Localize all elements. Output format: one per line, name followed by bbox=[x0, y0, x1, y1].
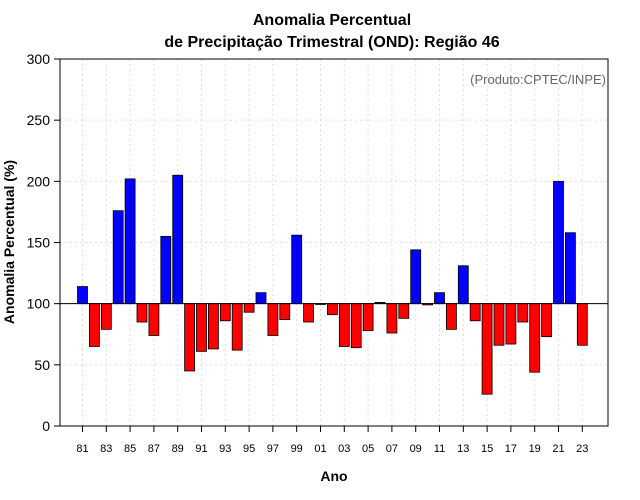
bar-20 bbox=[541, 303, 552, 338]
x-tick-label: 19 bbox=[529, 443, 541, 455]
bars-group bbox=[77, 174, 588, 395]
y-tick-label: 250 bbox=[27, 112, 51, 128]
bar-17 bbox=[505, 303, 517, 345]
y-tick-label: 200 bbox=[27, 173, 51, 189]
grid-lines bbox=[60, 58, 608, 427]
bar-09 bbox=[410, 249, 422, 305]
chart-title-line2: de Precipitação Trimestral (OND): Região… bbox=[164, 34, 499, 51]
bar-21 bbox=[553, 180, 564, 305]
x-tick-label: 83 bbox=[100, 443, 112, 455]
bar-82 bbox=[89, 303, 100, 347]
bar-11 bbox=[434, 292, 445, 305]
bar-05 bbox=[362, 303, 374, 331]
chart-title-line1: Anomalia Percentual bbox=[253, 12, 411, 29]
bar-95 bbox=[243, 303, 255, 313]
source-annotation: (Produto:CPTEC/INPE) bbox=[470, 72, 606, 87]
x-tick-label: 87 bbox=[148, 443, 160, 455]
bar-12 bbox=[445, 303, 457, 330]
x-tick-label: 11 bbox=[434, 443, 445, 455]
bar-98 bbox=[279, 303, 291, 320]
x-tick-label: 89 bbox=[172, 443, 184, 455]
bar-87 bbox=[148, 303, 160, 336]
x-tick-label: 91 bbox=[195, 443, 207, 455]
bar-14 bbox=[469, 303, 481, 322]
x-tick-label: 85 bbox=[124, 443, 136, 455]
bar-92 bbox=[207, 303, 219, 350]
x-tick-label: 03 bbox=[338, 443, 350, 455]
y-tick-label: 0 bbox=[42, 418, 50, 434]
bar-81 bbox=[77, 286, 88, 305]
x-tick-label: 23 bbox=[576, 443, 588, 455]
bar-97 bbox=[267, 303, 279, 336]
bar-99 bbox=[291, 234, 303, 305]
bar-19 bbox=[529, 303, 541, 373]
bar-13 bbox=[457, 265, 469, 305]
x-tick-label: 95 bbox=[243, 443, 255, 455]
x-tick-label: 13 bbox=[457, 443, 469, 455]
y-tick-label: 150 bbox=[27, 235, 51, 251]
bar-89 bbox=[172, 174, 184, 305]
bar-96 bbox=[255, 292, 267, 305]
bar-23 bbox=[576, 303, 588, 346]
x-tick-label: 05 bbox=[362, 443, 374, 455]
bar-88 bbox=[160, 235, 172, 305]
y-tick-label: 50 bbox=[34, 357, 50, 373]
bar-00 bbox=[303, 303, 315, 323]
x-axis-ticks: 81 83 85 87 89 91 93 95 97 99 01 03 05 07 09 11 13 15 17 19… bbox=[76, 426, 588, 455]
x-tick-label: 01 bbox=[314, 443, 326, 455]
bar-08 bbox=[398, 303, 410, 319]
bar-16 bbox=[493, 303, 505, 346]
x-tick-label: 97 bbox=[267, 443, 279, 455]
bar-94 bbox=[231, 303, 243, 351]
y-tick-label: 300 bbox=[27, 51, 51, 67]
bar-02 bbox=[326, 303, 338, 316]
bar-18 bbox=[517, 303, 529, 323]
x-tick-label: 15 bbox=[481, 443, 493, 455]
y-tick-label: 100 bbox=[27, 296, 51, 312]
bar-86 bbox=[136, 303, 148, 323]
x-tick-label: 09 bbox=[410, 443, 422, 455]
bar-22 bbox=[565, 232, 576, 305]
bar-91 bbox=[196, 303, 207, 352]
bar-03 bbox=[338, 303, 350, 347]
x-tick-label: 17 bbox=[505, 443, 517, 455]
x-axis-label: Ano bbox=[320, 468, 347, 484]
bar-07 bbox=[386, 303, 398, 334]
y-axis-label: Anomalia Percentual (%) bbox=[1, 160, 17, 324]
bar-15 bbox=[481, 303, 493, 395]
bar-93 bbox=[219, 303, 231, 322]
x-tick-label: 81 bbox=[76, 443, 88, 455]
y-axis-ticks: 0 50 100 150 200 250 300 bbox=[27, 51, 60, 434]
bar-04 bbox=[350, 303, 362, 349]
bar-90 bbox=[184, 303, 196, 372]
x-tick-label: 93 bbox=[219, 443, 231, 455]
x-tick-label: 21 bbox=[552, 443, 564, 455]
x-tick-label: 99 bbox=[291, 443, 303, 455]
bar-83 bbox=[100, 303, 112, 330]
bar-85 bbox=[124, 178, 136, 305]
x-tick-label: 07 bbox=[386, 443, 398, 455]
bar-84 bbox=[112, 210, 124, 305]
